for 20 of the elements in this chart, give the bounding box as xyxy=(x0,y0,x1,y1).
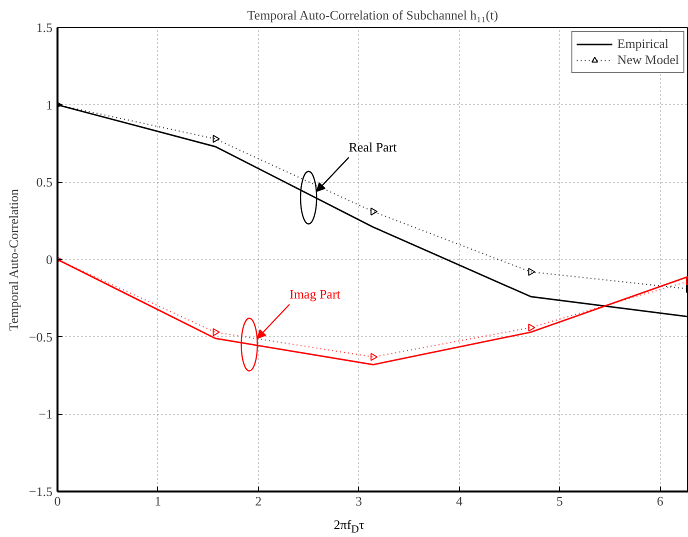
legend-label: New Model xyxy=(617,52,679,68)
x-tick-label: 2 xyxy=(255,494,262,508)
x-tick-label: 6 xyxy=(656,494,664,508)
y-tick-label: 1.5 xyxy=(36,20,52,35)
annotation: Real Part xyxy=(348,139,398,154)
y-tick-label: −0.5 xyxy=(28,329,53,344)
y-tick-label: −1.5 xyxy=(28,484,53,499)
x-tick-label: 1 xyxy=(154,494,162,508)
y-tick-label: −1 xyxy=(38,406,53,422)
x-tick-label: 4 xyxy=(456,494,463,508)
x-axis-title: 2πf$_{D}$τ xyxy=(334,517,364,537)
legend-label: Empirical xyxy=(617,36,669,52)
x-tick-label: 5 xyxy=(556,494,563,508)
x-tick-label: 3 xyxy=(356,494,362,508)
annotation: Imag Part xyxy=(289,286,341,302)
y-tick-label: 1 xyxy=(46,97,52,112)
y-axis-title: Temporal Auto-Correlation xyxy=(6,188,21,331)
y-tick-label: 0.5 xyxy=(36,174,52,190)
y-tick-label: 0 xyxy=(46,252,52,267)
chart-title: Temporal Auto-Correlation of Subchannel h₁₁(t) xyxy=(247,8,498,22)
